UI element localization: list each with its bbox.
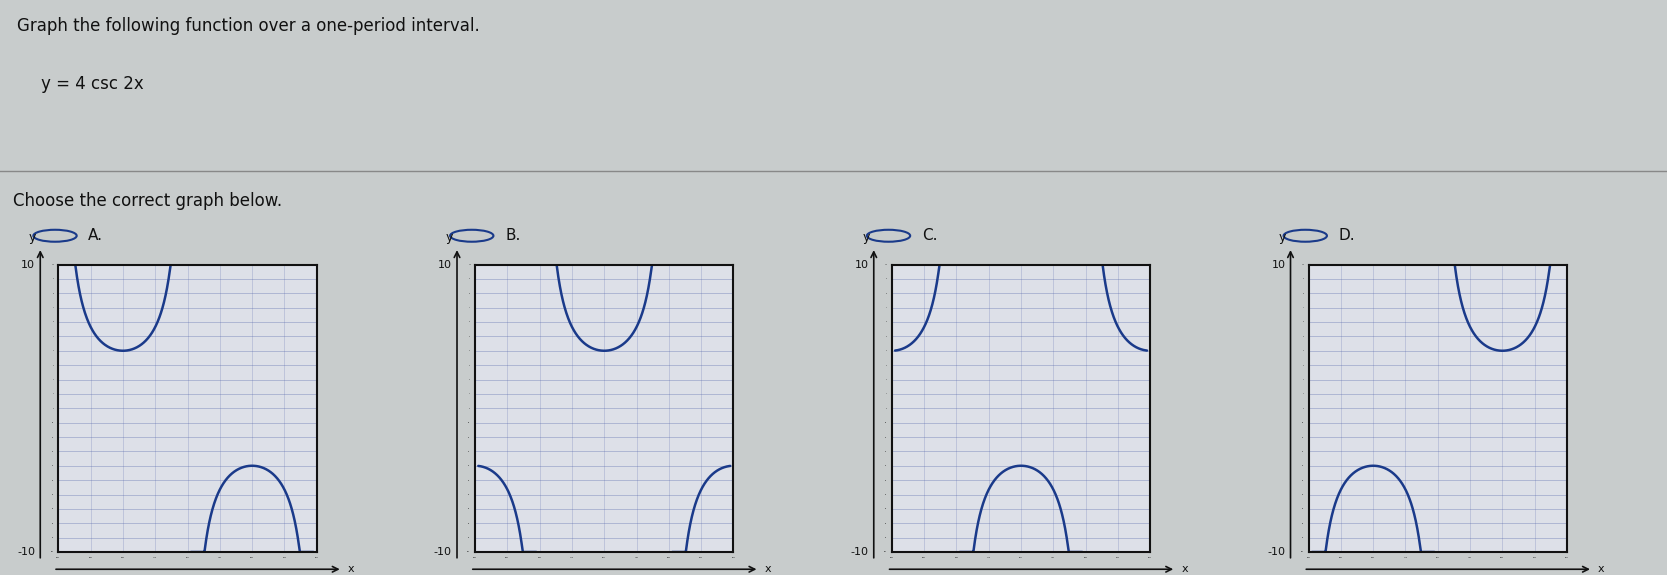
Text: x: x (1182, 564, 1189, 574)
Text: B.: B. (505, 228, 520, 243)
Text: y: y (1279, 231, 1287, 244)
Text: -10: -10 (1267, 547, 1285, 557)
Text: 10: 10 (22, 259, 35, 270)
Text: Graph the following function over a one-period interval.: Graph the following function over a one-… (17, 17, 480, 35)
Text: -10: -10 (850, 547, 869, 557)
Text: y: y (445, 231, 453, 244)
Text: x: x (765, 564, 772, 574)
Text: y: y (862, 231, 870, 244)
Text: x: x (348, 564, 355, 574)
Text: 10: 10 (438, 259, 452, 270)
Text: -10: -10 (433, 547, 452, 557)
Text: D.: D. (1339, 228, 1355, 243)
Text: y: y (28, 231, 37, 244)
Text: A.: A. (88, 228, 103, 243)
Text: 10: 10 (855, 259, 869, 270)
Text: x: x (1599, 564, 1605, 574)
Text: y = 4 csc 2x: y = 4 csc 2x (42, 75, 143, 93)
Text: -10: -10 (17, 547, 35, 557)
Text: 10: 10 (1272, 259, 1285, 270)
Text: Choose the correct graph below.: Choose the correct graph below. (13, 192, 282, 210)
Text: C.: C. (922, 228, 937, 243)
